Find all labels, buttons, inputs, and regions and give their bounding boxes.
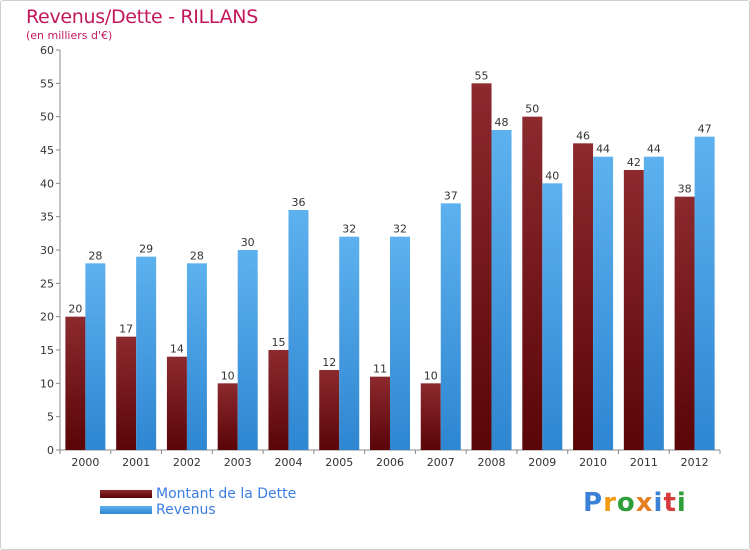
logo-letter: o xyxy=(616,488,636,518)
data-label-dette: 11 xyxy=(373,363,387,376)
x-tick-label: 2000 xyxy=(71,456,99,469)
data-label-revenus: 37 xyxy=(444,189,458,202)
bar-dette xyxy=(420,383,441,450)
bar-dette xyxy=(319,370,340,450)
bar-revenus xyxy=(237,250,258,450)
bar-dette xyxy=(65,316,86,450)
proxiti-logo: Proxiti xyxy=(583,488,687,518)
legend-label-revenus: Revenus xyxy=(156,502,216,518)
y-tick-label: 55 xyxy=(40,77,54,90)
x-tick-label: 2012 xyxy=(681,456,709,469)
bar-dette xyxy=(217,383,238,450)
bar-revenus xyxy=(542,183,563,451)
data-label-revenus: 32 xyxy=(393,223,407,236)
data-label-dette: 55 xyxy=(475,69,489,82)
data-label-dette: 14 xyxy=(170,343,184,356)
legend-item-dette: Montant de la Dette xyxy=(100,486,296,502)
y-tick-label: 35 xyxy=(40,211,54,224)
data-label-revenus: 32 xyxy=(342,223,356,236)
bar-revenus xyxy=(593,156,614,450)
logo-letter: t xyxy=(663,488,677,518)
bar-revenus xyxy=(491,130,512,450)
bar-revenus xyxy=(390,236,410,450)
x-tick-label: 2011 xyxy=(630,456,658,469)
y-tick-label: 15 xyxy=(40,344,54,357)
y-tick-label: 45 xyxy=(40,144,54,157)
y-tick-label: 10 xyxy=(40,377,54,390)
bar-revenus xyxy=(85,263,106,450)
data-label-revenus: 48 xyxy=(495,116,509,129)
x-tick-label: 2005 xyxy=(325,456,353,469)
bar-dette xyxy=(268,350,289,450)
y-tick-label: 20 xyxy=(40,311,54,324)
bar-dette xyxy=(166,356,187,450)
data-label-revenus: 29 xyxy=(139,243,153,256)
data-label-revenus: 40 xyxy=(545,169,559,182)
data-label-revenus: 44 xyxy=(596,143,610,156)
legend-swatch-dette xyxy=(100,490,152,498)
data-label-dette: 17 xyxy=(119,323,133,336)
x-tick-label: 2010 xyxy=(579,456,607,469)
bar-revenus xyxy=(136,256,157,450)
data-label-revenus: 28 xyxy=(190,249,204,262)
data-label-dette: 20 xyxy=(68,303,82,316)
logo-letter: P xyxy=(583,488,604,518)
x-tick-label: 2002 xyxy=(173,456,201,469)
data-label-revenus: 28 xyxy=(88,249,102,262)
bar-revenus xyxy=(288,210,309,450)
data-label-dette: 10 xyxy=(221,369,235,382)
logo-letter: r xyxy=(603,488,617,518)
bar-dette xyxy=(471,83,492,450)
chart-title: Revenus/Dette - RILLANS xyxy=(26,6,258,28)
bar-dette xyxy=(623,170,644,450)
x-tick-label: 2007 xyxy=(427,456,455,469)
legend-swatch-revenus xyxy=(100,506,152,514)
data-label-revenus: 47 xyxy=(698,123,712,136)
data-label-dette: 38 xyxy=(678,183,692,196)
data-label-revenus: 44 xyxy=(647,143,661,156)
x-tick-label: 2004 xyxy=(274,456,302,469)
data-label-dette: 50 xyxy=(525,103,539,116)
x-tick-label: 2001 xyxy=(122,456,150,469)
data-label-dette: 15 xyxy=(271,336,285,349)
bar-revenus xyxy=(339,236,360,450)
bar-dette xyxy=(674,196,695,450)
y-tick-label: 0 xyxy=(47,444,54,457)
data-label-dette: 42 xyxy=(627,156,641,169)
data-label-dette: 12 xyxy=(322,356,336,369)
legend-label-dette: Montant de la Dette xyxy=(156,486,297,502)
bar-dette xyxy=(370,376,390,450)
y-tick-label: 60 xyxy=(40,44,54,57)
bar-dette xyxy=(522,116,543,451)
data-label-dette: 10 xyxy=(424,369,438,382)
data-label-revenus: 36 xyxy=(291,196,305,209)
x-tick-label: 2008 xyxy=(478,456,506,469)
y-tick-label: 50 xyxy=(40,111,54,124)
legend-item-revenus: Revenus xyxy=(100,502,296,518)
legend: Montant de la Dette Revenus xyxy=(100,486,296,518)
bar-revenus xyxy=(694,136,715,450)
bar-revenus xyxy=(643,156,664,450)
y-tick-label: 25 xyxy=(40,277,54,290)
bar-dette xyxy=(573,143,594,451)
logo-letter: x xyxy=(635,488,654,518)
data-label-revenus: 30 xyxy=(241,236,255,249)
y-tick-label: 5 xyxy=(47,411,54,424)
x-tick-label: 2006 xyxy=(376,456,404,469)
x-tick-label: 2003 xyxy=(224,456,252,469)
logo-letter: i xyxy=(653,488,664,518)
x-tick-label: 2009 xyxy=(528,456,556,469)
bar-revenus xyxy=(440,203,461,450)
logo-letter: i xyxy=(676,488,687,518)
chart-subtitle: (en milliers d'€) xyxy=(26,29,113,42)
data-label-dette: 46 xyxy=(576,129,590,142)
y-tick-label: 30 xyxy=(40,244,54,257)
bar-revenus xyxy=(186,263,207,450)
bar-dette xyxy=(116,336,137,450)
y-tick-label: 40 xyxy=(40,177,54,190)
